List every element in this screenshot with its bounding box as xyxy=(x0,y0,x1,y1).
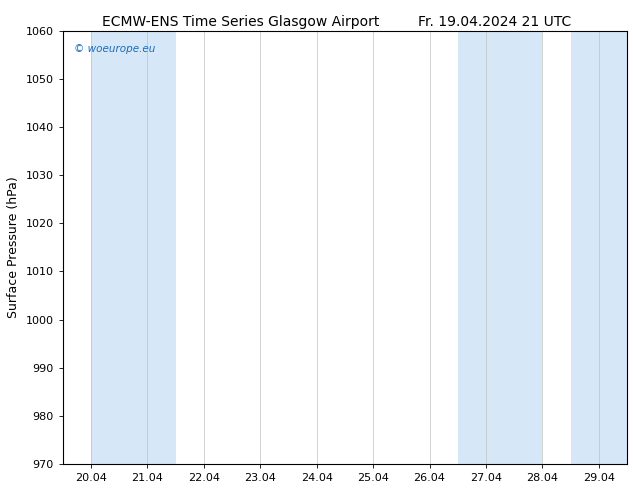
Bar xyxy=(458,30,486,464)
Bar xyxy=(486,30,514,464)
Bar xyxy=(147,30,176,464)
Text: © woeurope.eu: © woeurope.eu xyxy=(74,44,155,53)
Text: Fr. 19.04.2024 21 UTC: Fr. 19.04.2024 21 UTC xyxy=(418,15,571,29)
Bar xyxy=(571,30,627,464)
Y-axis label: Surface Pressure (hPa): Surface Pressure (hPa) xyxy=(7,176,20,318)
Bar xyxy=(514,30,543,464)
Bar xyxy=(91,30,119,464)
Bar xyxy=(119,30,147,464)
Text: ECMW-ENS Time Series Glasgow Airport: ECMW-ENS Time Series Glasgow Airport xyxy=(102,15,380,29)
